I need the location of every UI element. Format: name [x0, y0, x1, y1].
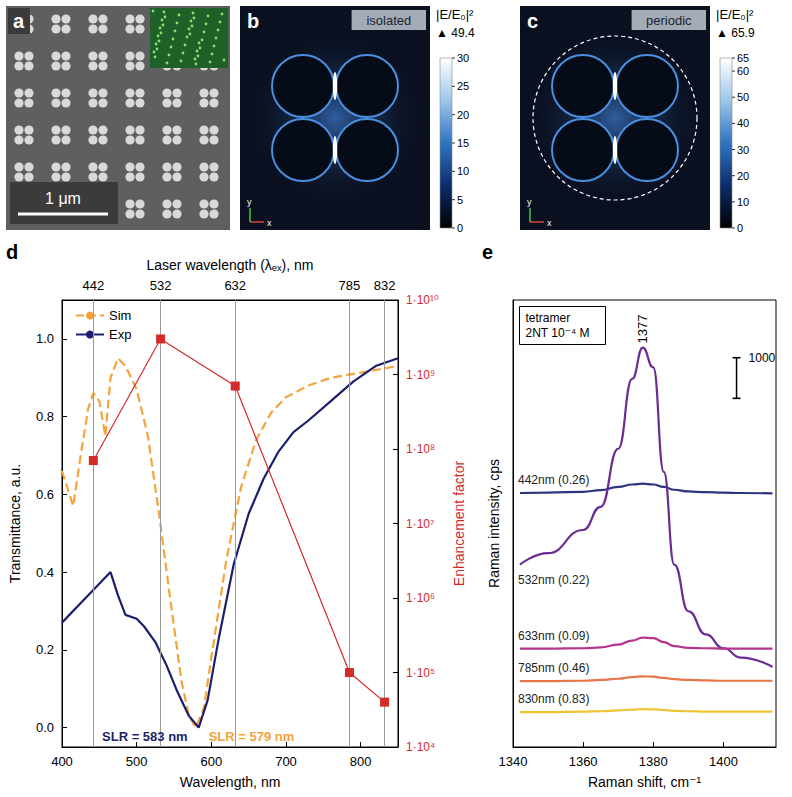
svg-text:25: 25	[457, 80, 469, 92]
svg-text:400: 400	[51, 754, 73, 769]
svg-text:700: 700	[275, 754, 297, 769]
svg-text:▲ 49.4: ▲ 49.4	[436, 26, 475, 40]
svg-text:0: 0	[737, 222, 743, 234]
svg-text:a: a	[13, 10, 25, 32]
svg-text:periodic: periodic	[646, 13, 692, 28]
svg-text:0.4: 0.4	[36, 565, 54, 580]
svg-text:Sim: Sim	[109, 308, 131, 323]
svg-text:1 μm: 1 μm	[45, 190, 81, 207]
svg-text:Raman shift, cm⁻¹: Raman shift, cm⁻¹	[588, 774, 702, 790]
svg-text:1·10¹⁰: 1·10¹⁰	[406, 293, 439, 307]
svg-text:5: 5	[457, 194, 463, 206]
svg-text:442: 442	[83, 278, 105, 293]
svg-text:Wavelength, nm: Wavelength, nm	[180, 774, 281, 790]
svg-text:tetramer: tetramer	[526, 311, 571, 325]
svg-text:|E/E₀|²: |E/E₀|²	[436, 7, 474, 22]
svg-text:y: y	[247, 197, 252, 207]
svg-text:1·10⁹: 1·10⁹	[406, 368, 435, 382]
svg-text:0.2: 0.2	[36, 642, 54, 657]
svg-text:785: 785	[339, 278, 361, 293]
svg-text:65: 65	[737, 52, 749, 64]
svg-text:50: 50	[737, 91, 749, 103]
svg-text:532nm (0.22): 532nm (0.22)	[518, 573, 589, 587]
svg-text:1·10⁶: 1·10⁶	[406, 591, 435, 605]
svg-text:20: 20	[737, 170, 749, 182]
svg-text:x: x	[267, 218, 272, 228]
svg-text:15: 15	[457, 137, 469, 149]
svg-text:x: x	[547, 218, 552, 228]
svg-text:1340: 1340	[499, 754, 528, 769]
svg-text:Transmittance, a.u.: Transmittance, a.u.	[7, 464, 23, 583]
svg-text:0: 0	[457, 222, 463, 234]
svg-text:y: y	[527, 197, 532, 207]
svg-text:Enhancement factor: Enhancement factor	[451, 461, 467, 587]
svg-text:600: 600	[200, 754, 222, 769]
svg-text:30: 30	[457, 52, 469, 64]
svg-text:20: 20	[457, 109, 469, 121]
svg-text:b: b	[247, 10, 259, 32]
svg-text:1400: 1400	[709, 754, 738, 769]
svg-text:1·10⁸: 1·10⁸	[406, 442, 435, 456]
svg-text:500: 500	[126, 754, 148, 769]
svg-text:1000: 1000	[749, 351, 776, 365]
svg-text:60: 60	[737, 65, 749, 77]
svg-text:c: c	[527, 10, 538, 32]
svg-text:SLR = 579 nm: SLR = 579 nm	[209, 729, 295, 744]
svg-text:830nm (0.83): 830nm (0.83)	[518, 692, 589, 706]
svg-text:1·10⁴: 1·10⁴	[406, 740, 435, 754]
svg-text:633nm (0.09): 633nm (0.09)	[518, 629, 589, 643]
svg-text:785nm (0.46): 785nm (0.46)	[518, 661, 589, 675]
svg-text:0.0: 0.0	[36, 720, 54, 735]
svg-text:1·10⁷: 1·10⁷	[406, 517, 434, 531]
svg-text:40: 40	[737, 117, 749, 129]
svg-text:1·10⁵: 1·10⁵	[406, 666, 435, 680]
svg-text:1380: 1380	[639, 754, 668, 769]
svg-text:800: 800	[350, 754, 372, 769]
svg-text:d: d	[6, 241, 18, 263]
svg-text:1360: 1360	[569, 754, 598, 769]
svg-text:2NT 10⁻⁴ M: 2NT 10⁻⁴ M	[526, 326, 590, 340]
svg-text:Laser wavelength (λₑₓ), nm: Laser wavelength (λₑₓ), nm	[147, 257, 314, 273]
svg-text:632: 632	[224, 278, 246, 293]
svg-text:1.0: 1.0	[36, 331, 54, 346]
svg-text:0.6: 0.6	[36, 487, 54, 502]
svg-text:|E/E₀|²: |E/E₀|²	[716, 7, 754, 22]
svg-text:442nm (0.26): 442nm (0.26)	[518, 473, 589, 487]
svg-text:10: 10	[457, 165, 469, 177]
svg-text:532: 532	[150, 278, 172, 293]
svg-text:isolated: isolated	[366, 13, 411, 28]
svg-text:1377: 1377	[635, 315, 650, 344]
svg-text:10: 10	[737, 196, 749, 208]
svg-text:832: 832	[374, 278, 396, 293]
svg-text:Raman intensity, cps: Raman intensity, cps	[486, 459, 502, 588]
svg-text:SLR = 583 nm: SLR = 583 nm	[102, 729, 188, 744]
svg-text:Exp: Exp	[109, 327, 131, 342]
svg-text:30: 30	[737, 144, 749, 156]
svg-text:0.8: 0.8	[36, 409, 54, 424]
svg-text:▲ 65.9: ▲ 65.9	[716, 26, 755, 40]
svg-text:e: e	[482, 241, 493, 263]
